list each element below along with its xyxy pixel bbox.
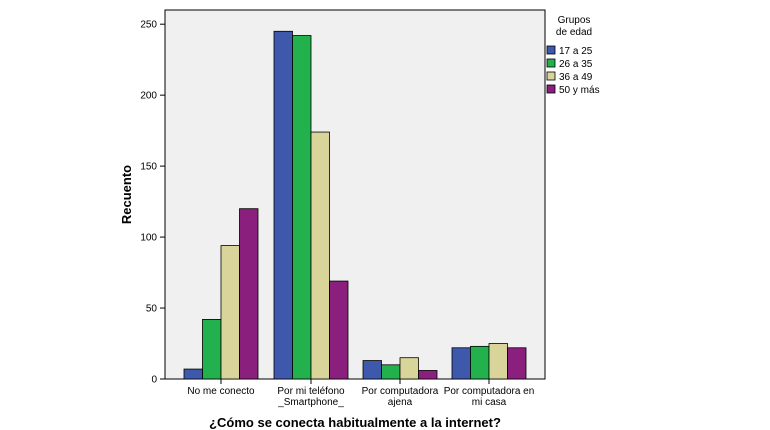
x-tick-label: Por mi teléfono _Smartphone_ xyxy=(277,386,345,408)
bar-17-a-25-2 xyxy=(362,360,382,380)
y-tick-label: 150 xyxy=(140,162,157,173)
y-tick-label: 0 xyxy=(151,375,157,386)
legend-entry: 17 a 25 xyxy=(559,46,593,57)
x-tick-label: Por computadora ajena xyxy=(362,386,439,408)
bar-50-y-más-3 xyxy=(507,347,527,380)
y-axis: 0 50 100 150 200 250 xyxy=(140,20,165,386)
bar-50-y-más-2 xyxy=(418,370,438,380)
bar-17-a-25-3 xyxy=(451,347,471,380)
bar-50-y-más-1 xyxy=(329,280,349,380)
x-axis: No me conecto Por mi teléfono _Smartphone_… xyxy=(187,379,534,408)
legend-entry: 26 a 35 xyxy=(559,59,593,70)
bar-26-a-35-3 xyxy=(470,345,490,380)
legend-swatch xyxy=(546,45,556,55)
y-tick-label: 100 xyxy=(140,233,157,244)
legend: Grupos de edad 17 a 25 26 a 35 36 a 49 50 y m… xyxy=(546,15,600,96)
bar-36-a-49-1 xyxy=(310,131,330,380)
bar-17-a-25-1 xyxy=(273,30,293,380)
bar-50-y-más-0 xyxy=(239,208,259,380)
bar-36-a-49-2 xyxy=(399,357,419,380)
x-tick-label: No me conecto xyxy=(187,386,255,397)
legend-entry: 50 y más xyxy=(559,85,600,96)
legend-entry: 36 a 49 xyxy=(559,72,593,83)
y-tick-label: 250 xyxy=(140,20,157,31)
x-tick-label: Por computadora en mi casa xyxy=(444,386,535,408)
legend-swatch xyxy=(546,71,556,81)
bars-group xyxy=(183,30,527,380)
bar-36-a-49-3 xyxy=(488,343,508,380)
y-axis-title: Recuento xyxy=(119,165,134,224)
x-axis-title: ¿Cómo se conecta habitualmente a la inte… xyxy=(209,415,501,430)
bar-36-a-49-0 xyxy=(220,245,240,380)
legend-swatch xyxy=(546,84,556,94)
bar-17-a-25-0 xyxy=(183,368,203,380)
bar-26-a-35-2 xyxy=(381,364,401,380)
y-tick-label: 200 xyxy=(140,91,157,102)
bar-26-a-35-1 xyxy=(292,35,312,380)
legend-title: Grupos de edad xyxy=(556,15,592,38)
bar-26-a-35-0 xyxy=(202,318,222,380)
legend-swatch xyxy=(546,58,556,68)
y-tick-label: 50 xyxy=(146,304,158,315)
